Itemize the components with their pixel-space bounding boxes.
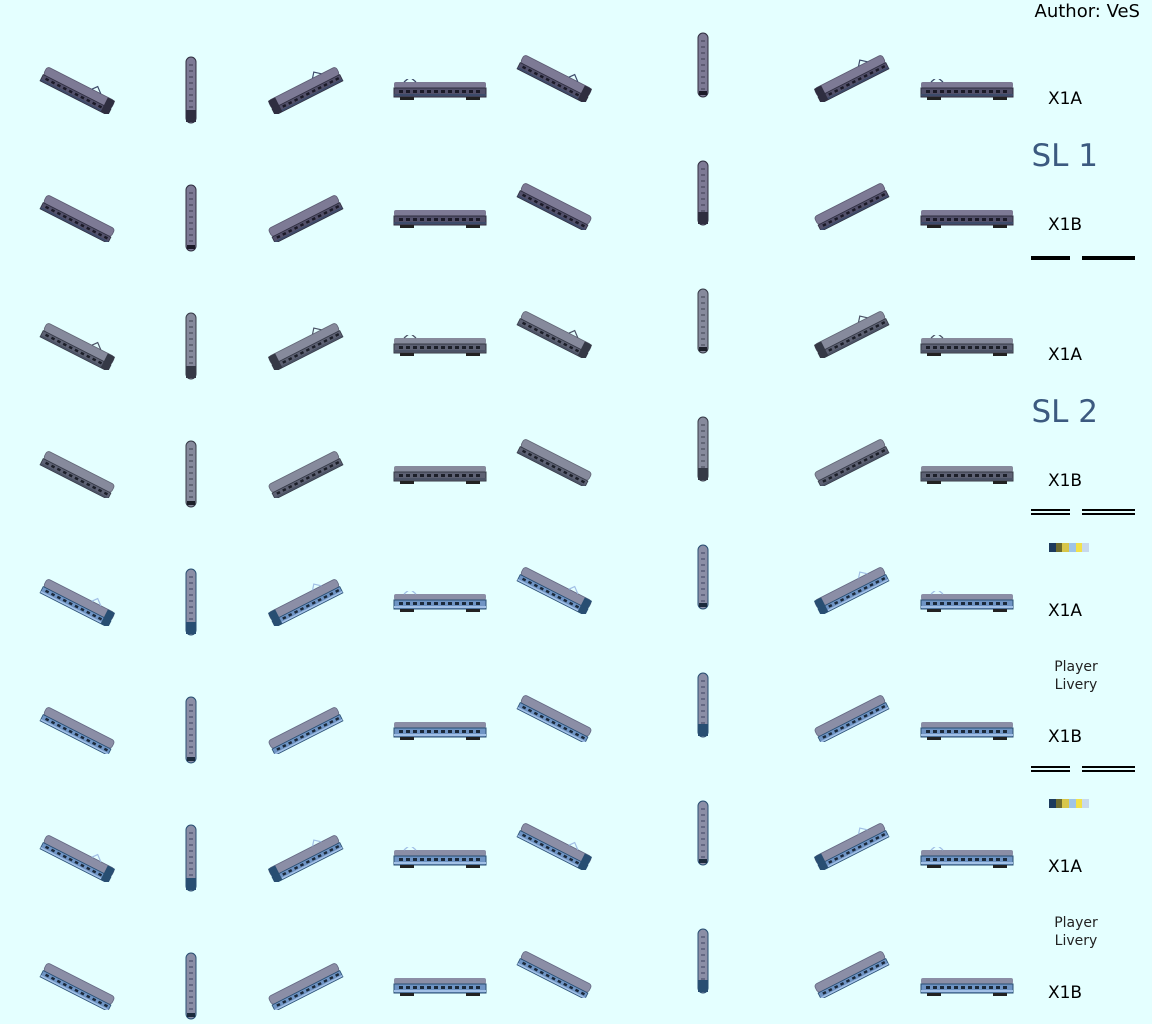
train-sprite-x1a-view-4 — [393, 79, 487, 100]
train-sprite-x1b-view-1 — [39, 707, 115, 754]
train-sprite-x1a-view-1 — [39, 323, 116, 370]
row-label-5: X1A — [1047, 601, 1083, 621]
section-label-sl2: SL 2 — [1031, 395, 1098, 429]
train-sprite-x1b-view-6 — [697, 928, 709, 994]
train-sprite-x1b-view-4 — [393, 978, 487, 996]
train-sprite-x1a-view-8 — [920, 79, 1014, 100]
train-sprite-x1b-view-6 — [697, 416, 709, 482]
train-sprite-x1b-view-1 — [39, 451, 115, 498]
train-sprite-x1b-view-4 — [393, 466, 487, 484]
train-sprite-x1a-view-5 — [516, 567, 593, 614]
train-sprite-x1b-view-5 — [516, 695, 592, 742]
train-sprite-x1a-view-8 — [920, 591, 1014, 612]
row-label-1: X1A — [1047, 89, 1083, 109]
section-divider — [1031, 509, 1070, 515]
train-sprite-x1b-view-7 — [814, 695, 890, 742]
train-sprite-x1a-view-7 — [813, 567, 890, 614]
train-sprite-x1a-view-5 — [516, 55, 593, 102]
train-sprite-x1a-view-6 — [697, 32, 709, 98]
train-sprite-x1a-view-4 — [393, 847, 487, 868]
train-sprite-x1a-view-6 — [697, 800, 709, 866]
train-sprite-x1b-view-3 — [268, 451, 344, 498]
author-credit: Author: VeS — [1034, 1, 1141, 22]
train-sprite-x1b-view-7 — [814, 951, 890, 998]
section-divider — [1082, 256, 1135, 260]
section-divider — [1031, 766, 1070, 772]
train-sprite-x1b-view-8 — [920, 466, 1014, 484]
player-livery-label: Player Livery — [1054, 915, 1098, 949]
train-sprite-x1a-view-2 — [185, 56, 197, 124]
train-sprite-x1a-view-3 — [267, 67, 344, 114]
row-label-6: X1B — [1047, 727, 1083, 747]
train-sprite-x1a-view-3 — [267, 579, 344, 626]
train-sprite-x1a-view-4 — [393, 335, 487, 356]
train-sprite-x1a-view-6 — [697, 544, 709, 610]
train-sprite-x1b-view-4 — [393, 722, 487, 740]
row-label-8: X1B — [1047, 983, 1083, 1003]
train-sprite-x1a-view-5 — [516, 823, 593, 870]
train-sprite-x1b-view-6 — [697, 160, 709, 226]
train-sprite-x1a-view-5 — [516, 311, 593, 358]
train-sprite-x1b-view-6 — [697, 672, 709, 738]
train-sprite-x1a-view-7 — [813, 823, 890, 870]
train-sprite-x1b-view-4 — [393, 210, 487, 228]
player-livery-label: Player Livery — [1054, 659, 1098, 693]
train-sprite-x1b-view-3 — [268, 195, 344, 242]
section-divider — [1082, 509, 1135, 515]
train-sprite-x1b-view-8 — [920, 978, 1014, 996]
player-livery-color-swatch — [1049, 799, 1090, 808]
train-sprite-x1a-view-3 — [267, 323, 344, 370]
train-sprite-x1b-view-7 — [814, 439, 890, 486]
train-sprite-x1a-view-4 — [393, 591, 487, 612]
section-divider — [1082, 766, 1135, 772]
row-label-2: X1B — [1047, 215, 1083, 235]
train-sprite-x1b-view-8 — [920, 210, 1014, 228]
section-label-sl1: SL 1 — [1031, 139, 1098, 173]
train-sprite-x1a-view-2 — [185, 568, 197, 636]
train-sprite-x1a-view-1 — [39, 67, 116, 114]
train-sprite-x1b-view-1 — [39, 195, 115, 242]
train-sprite-x1b-view-3 — [268, 963, 344, 1010]
train-sprite-x1b-view-5 — [516, 951, 592, 998]
player-livery-color-swatch — [1049, 543, 1090, 552]
train-sprite-x1b-view-2 — [185, 696, 197, 764]
train-sprite-x1a-view-1 — [39, 579, 116, 626]
row-label-4: X1B — [1047, 471, 1083, 491]
train-sprite-x1b-view-8 — [920, 722, 1014, 740]
section-divider — [1031, 256, 1070, 260]
train-sprite-x1a-view-7 — [813, 311, 890, 358]
train-sprite-x1a-view-3 — [267, 835, 344, 882]
train-sprite-x1b-view-5 — [516, 183, 592, 230]
train-sprite-x1a-view-2 — [185, 312, 197, 380]
train-sprite-x1a-view-1 — [39, 835, 116, 882]
row-label-7: X1A — [1047, 857, 1083, 877]
train-sprite-x1b-view-2 — [185, 440, 197, 508]
train-sprite-x1a-view-7 — [813, 55, 890, 102]
train-sprite-x1b-view-3 — [268, 707, 344, 754]
train-sprite-x1b-view-1 — [39, 963, 115, 1010]
train-sprite-x1a-view-2 — [185, 824, 197, 892]
train-sprite-x1b-view-7 — [814, 183, 890, 230]
train-sprite-x1b-view-2 — [185, 184, 197, 252]
train-sprite-x1a-view-8 — [920, 847, 1014, 868]
train-sprite-x1b-view-2 — [185, 952, 197, 1020]
train-sprite-x1a-view-6 — [697, 288, 709, 354]
train-sprite-x1b-view-5 — [516, 439, 592, 486]
train-sprite-x1a-view-8 — [920, 335, 1014, 356]
row-label-3: X1A — [1047, 345, 1083, 365]
